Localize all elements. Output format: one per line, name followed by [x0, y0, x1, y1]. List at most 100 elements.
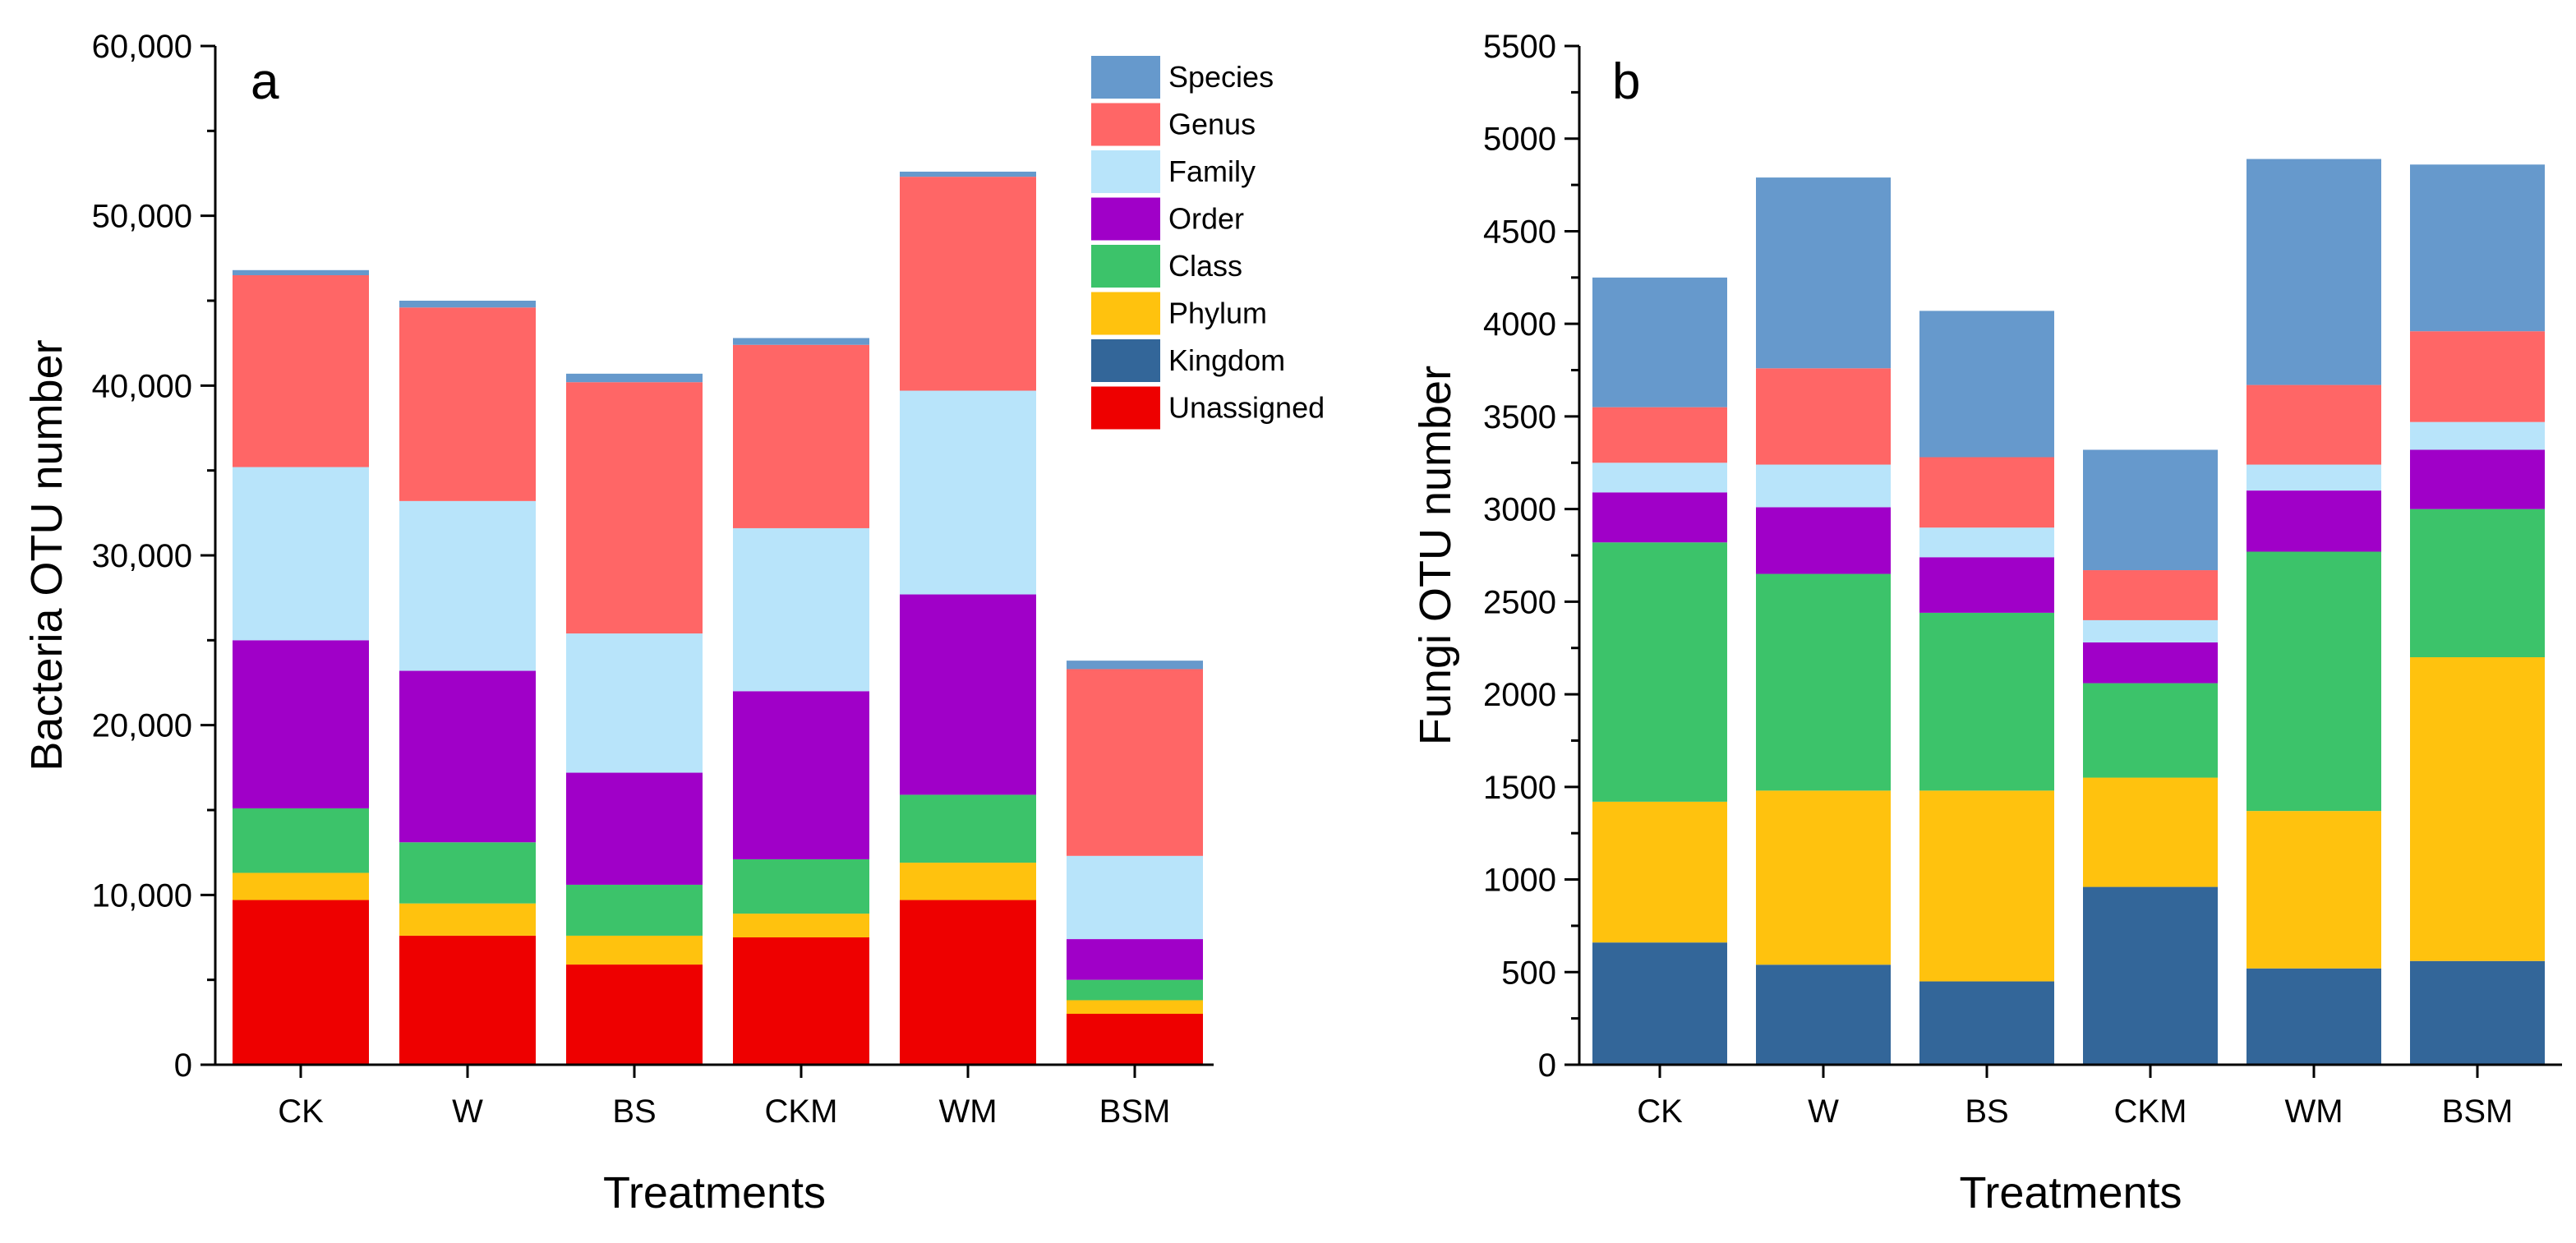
- panel-b-x-tick-label-bsm: BSM: [2442, 1093, 2514, 1130]
- panel-a-y-tick-label-10-000: 10,000: [92, 877, 192, 914]
- panel-a-bar-ck-unassigned: [233, 900, 369, 1065]
- panel-b-label: b: [1612, 53, 1640, 110]
- panel-b-bar-ck-species: [1592, 277, 1727, 407]
- panel-b-bar-bs-family: [1919, 527, 2054, 558]
- panel-b-y-tick-label-1500: 1500: [1483, 770, 1556, 806]
- panel-a-bar-ck-species: [233, 269, 369, 275]
- panel-b-bar-ckm-class: [2083, 683, 2218, 778]
- panel-b-bar-ck-phylum: [1592, 801, 1727, 943]
- panel-a-label: a: [251, 53, 279, 110]
- panel-a-bar-wm-unassigned: [900, 900, 1036, 1065]
- panel-b-bar-wm-species: [2247, 159, 2381, 385]
- panel-a-bar-w-family: [399, 500, 536, 671]
- panel-a-y-axis-title: Bacteria OTU number: [22, 339, 71, 771]
- panel-a-legend-swatch-class: [1091, 245, 1160, 288]
- panel-a-bar-wm-phylum: [900, 863, 1036, 900]
- panel-a-bar-wm-species: [900, 171, 1036, 177]
- panel-a-bar-wm-order: [900, 594, 1036, 795]
- panel-b-bar-wm-order: [2247, 490, 2381, 552]
- panel-b-x-tick-label-ck: CK: [1637, 1093, 1683, 1130]
- panel-b-y-tick-label-3500: 3500: [1483, 399, 1556, 435]
- panel-b-bar-bs-species: [1919, 311, 2054, 458]
- panel-a-bar-bs-genus: [566, 382, 703, 634]
- panel-a-bar-ck-family: [233, 467, 369, 641]
- panel-a-bar-ckm-order: [733, 691, 869, 859]
- panel-b-y-axis-title: Fungi OTU number: [1411, 366, 1460, 745]
- panel-b-bar-ck-family: [1592, 463, 1727, 493]
- panel-b-bar-w-kingdom: [1756, 964, 1891, 1065]
- panel-a-bar-ck-genus: [233, 275, 369, 467]
- panel-b-x-tick-label-wm: WM: [2284, 1093, 2343, 1130]
- panel-a-legend-label-unassigned: Unassigned: [1168, 391, 1325, 425]
- panel-b-bar-wm-genus: [2247, 384, 2381, 465]
- panel-a-y-tick-label-30-000: 30,000: [92, 538, 192, 574]
- panel-b-bar-ckm-species: [2083, 449, 2218, 571]
- panel-b-y-tick-label-4500: 4500: [1483, 214, 1556, 250]
- panel-a-bar-bs-phylum: [566, 935, 703, 965]
- panel-b-bar-ck-order: [1592, 492, 1727, 543]
- panel-a-y-tick-label-60-000: 60,000: [92, 29, 192, 65]
- panel-a-x-tick-label-bs: BS: [612, 1093, 656, 1130]
- panel-a-y-tick-label-40-000: 40,000: [92, 368, 192, 404]
- panel-a-legend-swatch-order: [1091, 197, 1160, 241]
- panel-a-bar-ck-phylum: [233, 872, 369, 900]
- panel-a-bar-wm-family: [900, 390, 1036, 595]
- panel-b-x-tick-label-w: W: [1808, 1093, 1839, 1130]
- panel-b-bar-w-phylum: [1756, 790, 1891, 965]
- panel-b-bar-wm-class: [2247, 551, 2381, 812]
- panel-a-bar-bsm-order: [1067, 939, 1203, 980]
- panel-a-legend-swatch-kingdom: [1091, 339, 1160, 382]
- panel-b-y-tick-label-2500: 2500: [1483, 584, 1556, 620]
- panel-a-bar-w-unassigned: [399, 935, 536, 1065]
- panel-b-bar-bsm-class: [2410, 509, 2545, 657]
- panel-b-bar-bsm-kingdom: [2410, 960, 2545, 1065]
- panel-b-bar-w-genus: [1756, 368, 1891, 465]
- panel-a-bar-w-class: [399, 842, 536, 904]
- panel-b-y-tick-label-2000: 2000: [1483, 677, 1556, 713]
- panel-a-legend-label-genus: Genus: [1168, 108, 1256, 141]
- panel-a-bar-ckm-species: [733, 338, 869, 345]
- panel-a-legend-label-order: Order: [1168, 202, 1244, 236]
- panel-b-bar-ckm-genus: [2083, 570, 2218, 620]
- panel-b-bar-ck-class: [1592, 542, 1727, 802]
- panel-a-x-tick-label-w: W: [452, 1093, 483, 1130]
- panel-a-bar-ckm-family: [733, 527, 869, 692]
- panel-a-bar-bs-unassigned: [566, 964, 703, 1065]
- panel-b-y-tick-label-5500: 5500: [1483, 29, 1556, 65]
- panel-b-bar-bsm-family: [2410, 421, 2545, 450]
- panel-a-bar-bsm-class: [1067, 979, 1203, 1001]
- panel-b-bar-w-order: [1756, 507, 1891, 574]
- panel-b-y-tick-label-5000: 5000: [1483, 122, 1556, 158]
- panel-a-y-tick-label-0: 0: [174, 1047, 192, 1084]
- panel-a-bar-ckm-genus: [733, 344, 869, 528]
- panel-b-bar-wm-kingdom: [2247, 968, 2381, 1065]
- panel-b-bar-bsm-order: [2410, 449, 2545, 509]
- panel-a-bar-ckm-phylum: [733, 914, 869, 937]
- panel-b-bar-wm-family: [2247, 464, 2381, 491]
- panel-b-bar-ck-kingdom: [1592, 942, 1727, 1065]
- panel-a-bar-wm-class: [900, 794, 1036, 863]
- panel-b-bar-w-class: [1756, 573, 1891, 791]
- panel-b-fungi-chart: CK W BS CKM WM BSM 0 500 1000 1500 2000 2500 3000 350…: [1411, 29, 2562, 1218]
- panel-b-y-tick-label-0: 0: [1538, 1047, 1556, 1084]
- panel-a-bar-bsm-family: [1067, 855, 1203, 940]
- panel-a-legend-swatch-species: [1091, 56, 1160, 99]
- panel-b-y-tick-label-1000: 1000: [1483, 863, 1556, 899]
- panel-b-x-tick-label-bs: BS: [1965, 1093, 2008, 1130]
- panel-b-bar-bs-kingdom: [1919, 981, 2054, 1065]
- panel-a-legend-label-species: Species: [1168, 60, 1274, 94]
- panel-a-legend-swatch-phylum: [1091, 292, 1160, 335]
- panel-b-bar-ckm-kingdom: [2083, 886, 2218, 1065]
- panel-a-bar-ckm-unassigned: [733, 937, 869, 1065]
- panel-a-y-tick-label-20-000: 20,000: [92, 708, 192, 744]
- panel-b-bar-bs-genus: [1919, 457, 2054, 528]
- panel-a-x-tick-label-wm: WM: [938, 1093, 997, 1130]
- panel-a-bar-w-order: [399, 670, 536, 843]
- panel-a-x-tick-label-ckm: CKM: [765, 1093, 838, 1130]
- panel-b-x-tick-label-ckm: CKM: [2114, 1093, 2187, 1130]
- panel-a-x-tick-label-bsm: BSM: [1099, 1093, 1171, 1130]
- panel-a-bar-w-species: [399, 301, 536, 308]
- panel-b-bar-w-species: [1756, 177, 1891, 369]
- panel-a-legend-label-class: Class: [1168, 249, 1242, 283]
